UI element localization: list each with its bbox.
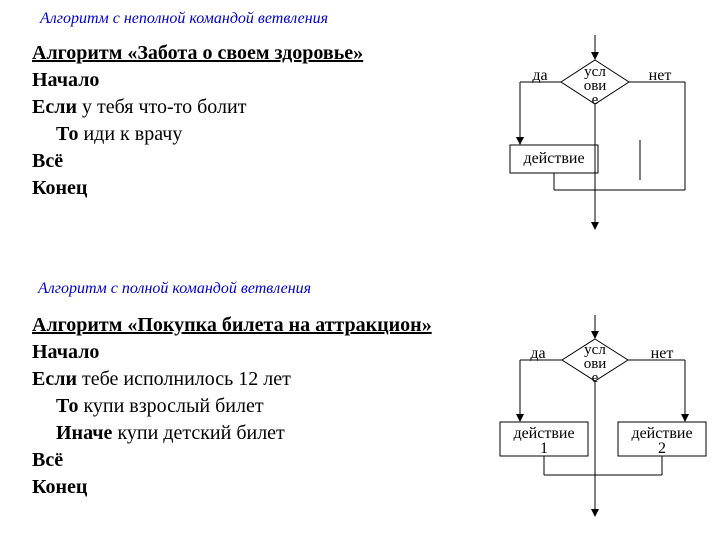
algo2-end: Конец — [32, 474, 432, 501]
algo1-then-line: То иди к врачу — [32, 121, 363, 148]
if-keyword: Если — [32, 368, 77, 390]
algo1-endif: Всё — [32, 148, 363, 175]
else-text: купи детский билет — [112, 422, 284, 444]
if-text: у тебя что-то болит — [77, 96, 247, 118]
algo2-endif: Всё — [32, 447, 432, 474]
yes-label: да — [532, 67, 547, 84]
algo2-else-line: Иначе купи детский билет — [32, 420, 432, 447]
algo2-title: Алгоритм «Покупка билета на аттракцион» — [32, 312, 432, 339]
action1-text2: 1 — [540, 440, 548, 457]
algo1-title: Алгоритм «Забота о своем здоровье» — [32, 40, 363, 67]
action2-text2: 2 — [658, 440, 666, 457]
algo2-if-line: Если тебе исполнилось 12 лет — [32, 366, 432, 393]
algorithm1-text: Алгоритм «Забота о своем здоровье» Начал… — [32, 40, 363, 202]
flowchart-partial-branch: усл ови е да нет действие — [470, 30, 710, 240]
no2-label: нет — [651, 345, 674, 362]
action-text: действие — [523, 150, 584, 167]
if-keyword: Если — [32, 96, 77, 118]
section2-heading: Алгоритм с полной командой ветвления — [38, 280, 311, 298]
algo1-end: Конец — [32, 175, 363, 202]
flowchart-full-branch: усл ови е да нет действие 1 действие 2 — [470, 310, 720, 530]
then-keyword: То — [56, 123, 78, 145]
if-text: тебе исполнилось 12 лет — [77, 368, 291, 390]
algorithm2-text: Алгоритм «Покупка билета на аттракцион» … — [32, 312, 432, 501]
algo2-then-line: То купи взрослый билет — [32, 393, 432, 420]
then-keyword: То — [56, 395, 78, 417]
algo2-begin: Начало — [32, 339, 432, 366]
no-label: нет — [649, 67, 672, 84]
then-text: иди к врачу — [78, 123, 182, 145]
else-keyword: Иначе — [56, 422, 112, 444]
algo1-begin: Начало — [32, 67, 363, 94]
section1-heading: Алгоритм с неполной командой ветвления — [40, 10, 328, 28]
yes2-label: да — [530, 345, 545, 362]
algo1-if-line: Если у тебя что-то болит — [32, 94, 363, 121]
then-text: купи взрослый билет — [78, 395, 263, 417]
